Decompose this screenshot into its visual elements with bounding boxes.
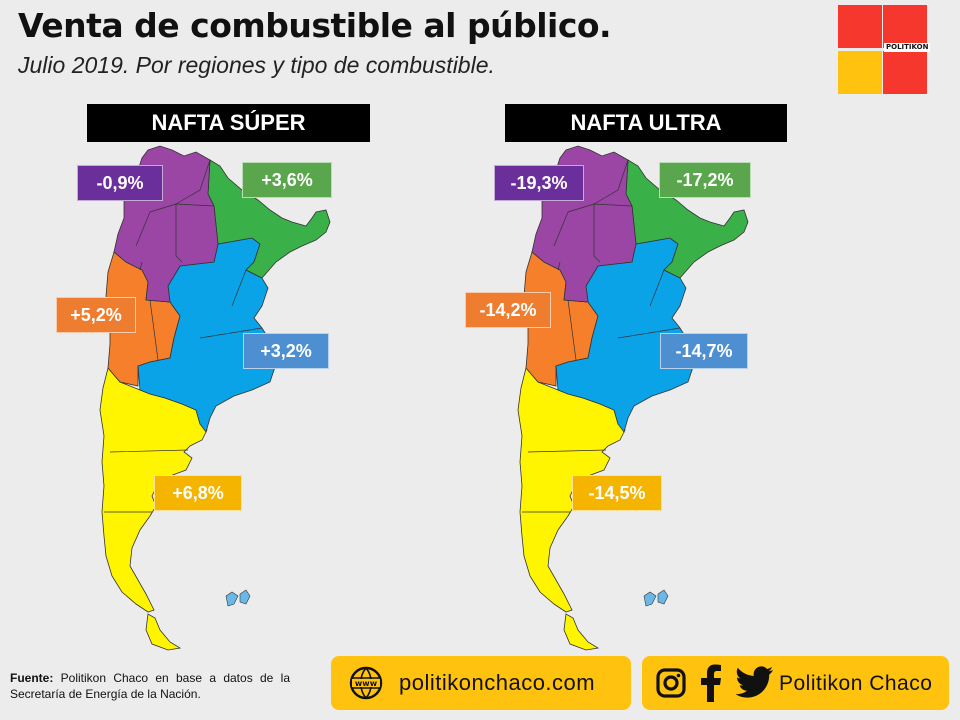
map-super <box>99 145 331 651</box>
label-super-nea: +3,6% <box>242 162 332 198</box>
label-super-cuyo: +5,2% <box>56 297 136 333</box>
source-note: Fuente: Politikon Chaco en base a datos … <box>10 670 290 702</box>
website-pill: www politikonchaco.com <box>331 656 631 710</box>
label-super-patagonia: +6,8% <box>154 475 242 511</box>
label-ultra-pampeana: -14,7% <box>660 333 748 369</box>
page-subtitle: Julio 2019. Por regiones y tipo de combu… <box>18 52 495 78</box>
label-super-pampeana: +3,2% <box>243 333 329 369</box>
www-text: www <box>355 679 378 688</box>
source-text: Politikon Chaco en base a datos de la Se… <box>10 671 291 701</box>
map-header-ultra: NAFTA ULTRA <box>505 104 787 142</box>
label-ultra-noa: -19,3% <box>494 165 584 201</box>
map-ultra <box>517 145 749 651</box>
website-link[interactable]: politikonchaco.com <box>399 670 596 695</box>
label-ultra-nea: -17,2% <box>659 162 751 198</box>
logo-text: POLITIKON <box>884 43 931 52</box>
social-pill: Politikon Chaco <box>642 656 949 710</box>
label-super-noa: -0,9% <box>77 165 163 201</box>
page-title: Venta de combustible al público. <box>18 6 612 45</box>
social-handle[interactable]: Politikon Chaco <box>779 672 933 695</box>
label-ultra-patagonia: -14,5% <box>572 475 662 511</box>
instagram-icon[interactable] <box>656 668 686 698</box>
facebook-icon[interactable] <box>700 664 722 702</box>
globe-icon: www <box>349 666 383 700</box>
map-header-super: NAFTA SÚPER <box>87 104 370 142</box>
politikon-logo: POLITIKON <box>838 5 931 95</box>
source-label: Fuente: <box>10 671 54 685</box>
twitter-icon[interactable] <box>736 666 774 698</box>
label-ultra-cuyo: -14,2% <box>465 292 551 328</box>
